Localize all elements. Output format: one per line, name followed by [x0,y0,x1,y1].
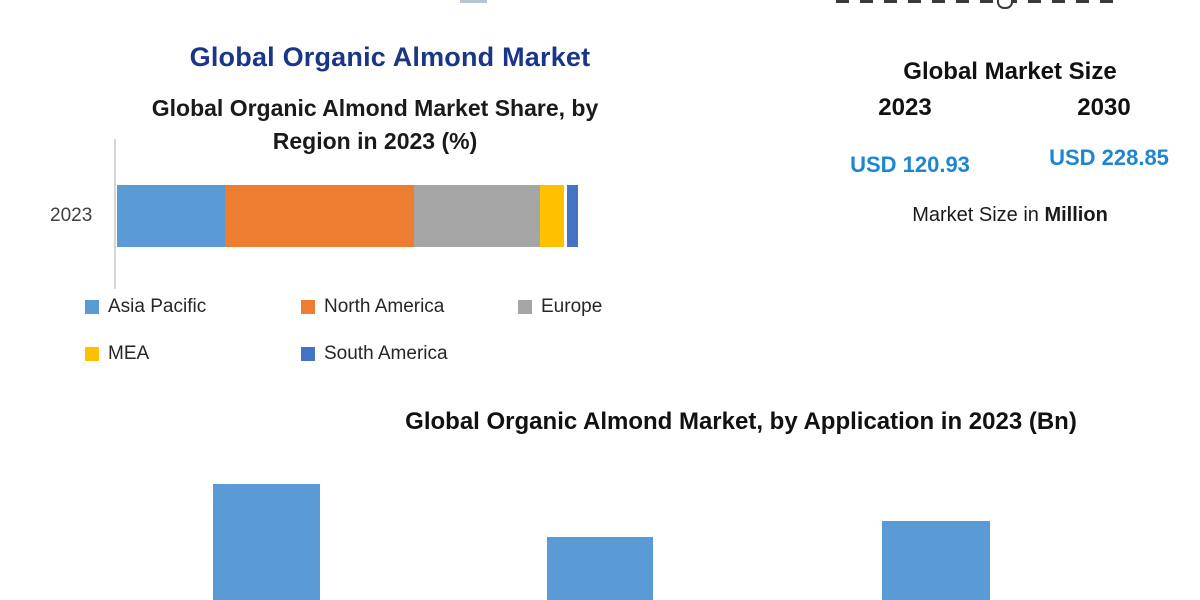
stacked-bar-2023 [117,185,578,247]
region-chart-title-line1: Global Organic Almond Market Share, by [151,95,599,121]
legend-label: MEA [108,343,150,364]
legend-swatch-icon [518,300,532,314]
axis-category-label: 2023 [50,205,93,226]
legend-swatch-icon [85,347,99,361]
year-label-2030: 2030 [1077,94,1131,121]
application-bar [882,521,990,600]
legend-label: Asia Pacific [108,296,207,317]
legend-item: South America [301,343,448,365]
clipped-letter-descender [997,0,1013,9]
y-axis-line [114,139,116,289]
legend-label: North America [324,296,445,317]
bar-segment-asia-pacific [117,185,226,247]
market-size-unit-note-regular: Market Size in [912,204,1045,226]
legend-swatch-icon [85,300,99,314]
legend-label: Europe [541,296,603,317]
legend-item: Europe [518,296,602,318]
legend-swatch-icon [301,300,315,314]
year-label-2023: 2023 [878,94,932,121]
application-chart-title: Global Organic Almond Market, by Applica… [405,408,1077,435]
bar-segment-south-america [563,185,578,247]
legend-swatch-icon [301,347,315,361]
market-value-2030: USD 228.85 [1049,145,1169,170]
bar-segment-north-america [225,185,414,247]
clipped-text-fragment-left [460,0,487,3]
legend-label: South America [324,343,448,364]
application-bar [547,537,653,600]
region-chart-title: Global Organic Almond Market Share, by R… [115,92,635,158]
global-market-size-heading: Global Market Size [903,58,1117,85]
market-size-unit-note: Market Size in Million [845,204,1175,227]
region-chart-title-line2: Region in 2023 (%) [272,128,478,154]
legend-item: Asia Pacific [85,296,206,318]
application-bar [213,484,320,600]
legend-item: North America [301,296,444,318]
bar-segment-europe [413,185,541,247]
clipped-text-fragment-right [836,0,1116,3]
market-value-2023: USD 120.93 [850,152,970,177]
bar-segment-mea [540,185,564,247]
legend-item: MEA [85,343,149,365]
page-title: Global Organic Almond Market [189,42,591,72]
market-size-unit-note-bold: Million [1044,204,1108,226]
